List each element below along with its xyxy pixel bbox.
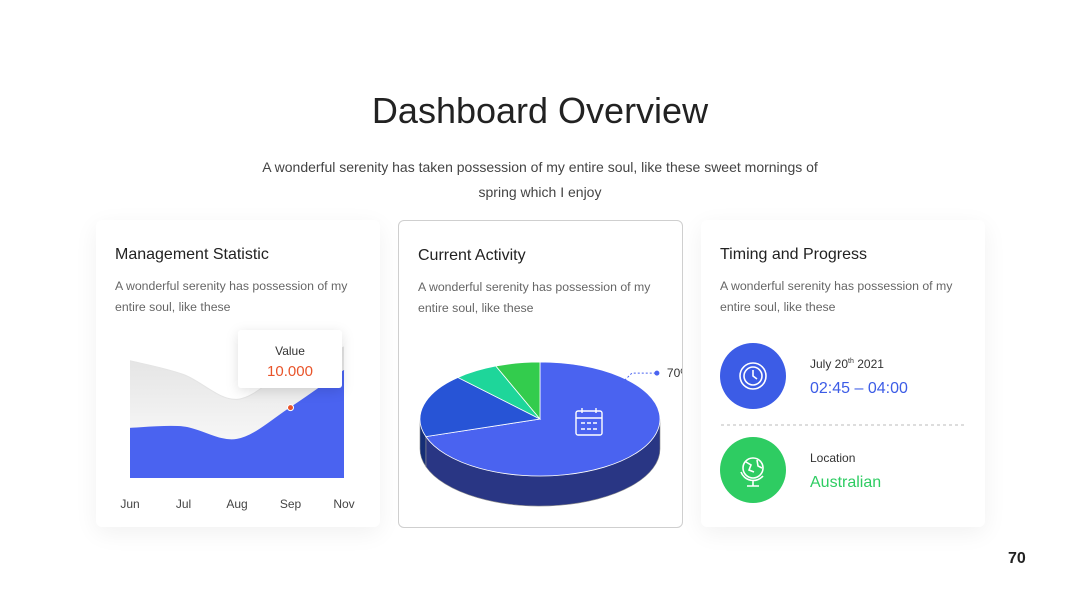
pie-slice <box>495 361 541 421</box>
card-title: Timing and Progress <box>720 246 868 263</box>
x-tick-label: Sep <box>280 497 302 511</box>
value-label: 70% <box>667 366 682 380</box>
label-dot <box>654 370 660 376</box>
area-line <box>129 369 345 441</box>
tooltip-value: 10.000 <box>267 363 313 380</box>
card-title: Current Activity <box>418 247 526 264</box>
date: July 20 <box>810 357 849 371</box>
date-suffix: th <box>848 358 854 365</box>
globe-icon <box>740 457 764 487</box>
date-label: July 20th 2021 <box>810 357 884 371</box>
tooltip-box <box>238 330 342 388</box>
card-text: A wonderful serenity has possession of m… <box>418 280 651 315</box>
pie-slice <box>419 377 542 438</box>
card: Current Activity A wonderful serenity ha… <box>398 220 683 528</box>
pie-slice <box>425 361 661 477</box>
card-text: A wonderful serenity has possession of m… <box>720 279 953 314</box>
pie-chart: 70% <box>419 361 682 507</box>
clock-icon <box>739 362 767 390</box>
location-label: Location <box>810 451 856 465</box>
label-leader <box>621 372 657 384</box>
subtitle: A wonderful serenity has taken possessio… <box>262 159 818 200</box>
page-number: 70 <box>1008 550 1026 567</box>
x-tick-label: Jun <box>120 497 139 511</box>
tooltip-point <box>287 404 294 412</box>
globe-icon-bg <box>720 437 786 503</box>
location-value: Australian <box>810 474 882 491</box>
x-tick-label: Aug <box>226 497 247 511</box>
calendar-lines <box>576 408 602 430</box>
area-chart: Jun Jul Aug Sep Nov Value 10.000 <box>120 330 355 511</box>
x-tick-label: Nov <box>333 497 354 511</box>
area-fill <box>130 370 344 478</box>
tooltip-label: Value <box>275 344 305 358</box>
card: Timing and Progress A wonderful serenity… <box>701 220 985 527</box>
x-tick-label: Jul <box>176 497 191 511</box>
time-value: 02:45 – 04:00 <box>810 380 908 397</box>
card-text: A wonderful serenity has possession of m… <box>115 279 348 314</box>
calendar-icon <box>575 408 603 436</box>
calendar-body <box>575 410 603 436</box>
timing <box>720 343 965 503</box>
title: Dashboard Overview <box>371 90 709 131</box>
card: Management Statistic A wonderful serenit… <box>96 220 380 527</box>
year: 2021 <box>857 357 884 371</box>
card-title: Management Statistic <box>115 246 269 263</box>
